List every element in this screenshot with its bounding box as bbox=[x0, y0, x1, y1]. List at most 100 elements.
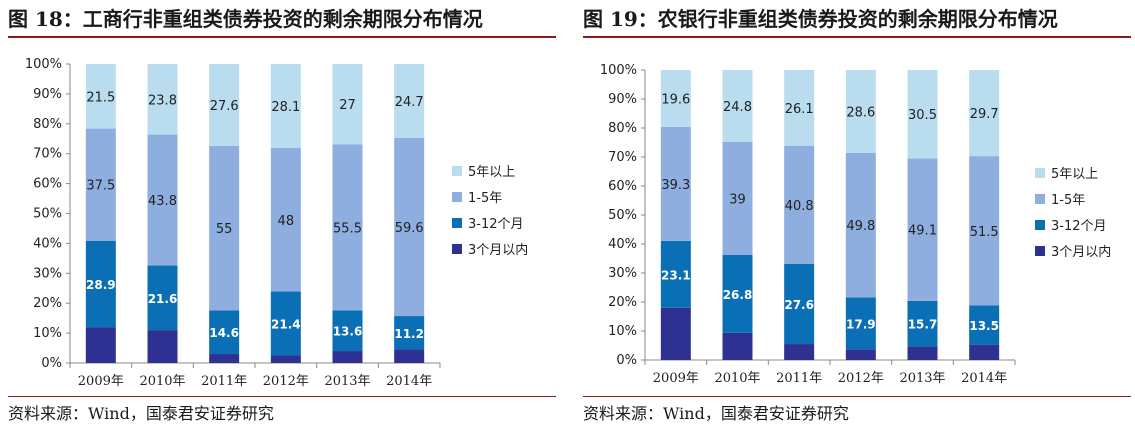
data-label: 39.3 bbox=[661, 178, 690, 193]
data-label: 26.8 bbox=[723, 288, 753, 302]
legend-label: 1-5年 bbox=[468, 191, 502, 206]
legend-swatch bbox=[452, 192, 462, 202]
legend-swatch bbox=[452, 166, 462, 176]
x-tick-label: 2013年 bbox=[899, 371, 945, 386]
x-tick-label: 2009年 bbox=[78, 374, 124, 389]
data-label: 24.8 bbox=[723, 100, 752, 115]
bar-segment bbox=[394, 349, 425, 363]
x-tick-label: 2014年 bbox=[386, 374, 432, 389]
legend-label: 3-12个月 bbox=[468, 217, 524, 232]
bar-segment bbox=[147, 265, 178, 331]
legend-swatch bbox=[1035, 194, 1045, 204]
y-tick-label: 20% bbox=[608, 295, 637, 310]
x-tick-label: 2013年 bbox=[324, 374, 370, 389]
figure-19-source: 资料来源：Wind，国泰君安证券研究 bbox=[583, 404, 849, 423]
bar-segment bbox=[209, 310, 240, 355]
bar-segment bbox=[660, 70, 691, 127]
y-tick-label: 60% bbox=[608, 179, 637, 194]
x-tick-label: 2012年 bbox=[263, 374, 309, 389]
figure-18-source-rule bbox=[8, 396, 556, 397]
bar-segment bbox=[394, 137, 425, 317]
bar-segment bbox=[784, 70, 815, 146]
bar-segment bbox=[722, 70, 753, 142]
data-label: 27.6 bbox=[210, 99, 239, 114]
figure-19-panel: 图 19：农银行非重组类债券投资的剩余期限分布情况 0% 10% 20% 30% 40%… bbox=[575, 0, 1135, 446]
data-label: 29.7 bbox=[970, 107, 999, 122]
legend-swatch bbox=[1035, 246, 1045, 256]
bar-segment bbox=[332, 310, 363, 352]
legend-swatch bbox=[1035, 220, 1045, 230]
x-tick-label: 2009年 bbox=[653, 371, 699, 386]
data-label: 39 bbox=[729, 192, 746, 207]
data-label: 27 bbox=[339, 98, 356, 113]
data-label: 51.5 bbox=[970, 225, 999, 240]
bar-segment bbox=[394, 316, 425, 350]
y-tick-label: 70% bbox=[608, 150, 637, 165]
y-tick-label: 90% bbox=[33, 87, 62, 102]
bar-segment bbox=[332, 351, 363, 363]
bar-segment bbox=[85, 128, 116, 241]
legend-label: 1-5年 bbox=[1051, 193, 1085, 208]
bar-segment bbox=[270, 355, 301, 363]
x-tick-label: 2011年 bbox=[776, 371, 822, 386]
y-tick-label: 10% bbox=[33, 326, 62, 341]
data-label: 48 bbox=[278, 214, 295, 229]
y-tick-label: 0% bbox=[41, 356, 62, 371]
bar-segment bbox=[784, 264, 815, 345]
figure-18-chart: 0% 10% 20% 30% 40% 50% 60% 70% 80% 90% 100% 2009年 20… bbox=[25, 57, 528, 389]
bar-segment bbox=[969, 70, 1000, 157]
data-label: 59.6 bbox=[395, 221, 424, 236]
data-label: 23.8 bbox=[148, 93, 177, 108]
bar-segment bbox=[784, 344, 815, 360]
bar-segment bbox=[270, 148, 301, 292]
bar-segment bbox=[907, 346, 938, 360]
bar-segment bbox=[845, 70, 876, 153]
y-tick-label: 30% bbox=[608, 266, 637, 281]
x-tick-label: 2011年 bbox=[201, 374, 247, 389]
bar-segment bbox=[147, 64, 178, 135]
bar-segment bbox=[907, 70, 938, 159]
data-label: 27.6 bbox=[784, 298, 814, 312]
bar-segment bbox=[209, 64, 240, 146]
bar-segment bbox=[969, 305, 1000, 345]
y-tick-label: 100% bbox=[600, 63, 637, 78]
data-label: 21.6 bbox=[148, 292, 178, 306]
figure-19-title: 图 19：农银行非重组类债券投资的剩余期限分布情况 bbox=[583, 7, 1058, 31]
y-tick-label: 100% bbox=[25, 57, 62, 72]
bar-segment bbox=[722, 141, 753, 256]
data-label: 19.6 bbox=[661, 92, 690, 107]
data-label: 55.5 bbox=[333, 221, 362, 236]
data-label: 28.6 bbox=[846, 105, 875, 120]
data-label: 21.4 bbox=[271, 318, 301, 332]
bar-segment bbox=[147, 330, 178, 363]
data-label: 55 bbox=[216, 222, 233, 237]
data-label: 30.5 bbox=[908, 108, 937, 123]
y-tick-label: 40% bbox=[608, 237, 637, 252]
x-tick-label: 2010年 bbox=[714, 371, 760, 386]
data-label: 13.5 bbox=[969, 319, 999, 333]
bar-segment bbox=[147, 134, 178, 266]
data-label: 26.1 bbox=[785, 102, 814, 117]
data-label: 13.6 bbox=[333, 325, 363, 339]
bar-segment bbox=[845, 297, 876, 350]
figure-18-panel: 图 18：工商行非重组类债券投资的剩余期限分布情况 0% 10% 20% 30% 40%… bbox=[0, 0, 560, 446]
legend-swatch bbox=[452, 244, 462, 254]
data-label: 28.9 bbox=[86, 278, 116, 292]
bar-segment bbox=[722, 332, 753, 360]
data-label: 17.9 bbox=[846, 317, 876, 331]
legend-label: 5年以上 bbox=[1051, 167, 1098, 182]
bar-segment bbox=[270, 291, 301, 356]
bar-segment bbox=[907, 158, 938, 301]
bar-segment bbox=[85, 327, 116, 363]
data-label: 14.6 bbox=[209, 326, 239, 340]
data-label: 43.8 bbox=[148, 194, 177, 209]
legend-swatch bbox=[452, 218, 462, 228]
data-label: 23.1 bbox=[661, 268, 691, 282]
legend-label: 5年以上 bbox=[468, 165, 515, 180]
bar-segment bbox=[660, 240, 691, 308]
y-tick-label: 50% bbox=[608, 208, 637, 223]
y-tick-label: 10% bbox=[608, 324, 637, 339]
bar-segment bbox=[85, 240, 116, 328]
figure-19-title-rule bbox=[583, 36, 1131, 38]
x-tick-label: 2014年 bbox=[961, 371, 1007, 386]
